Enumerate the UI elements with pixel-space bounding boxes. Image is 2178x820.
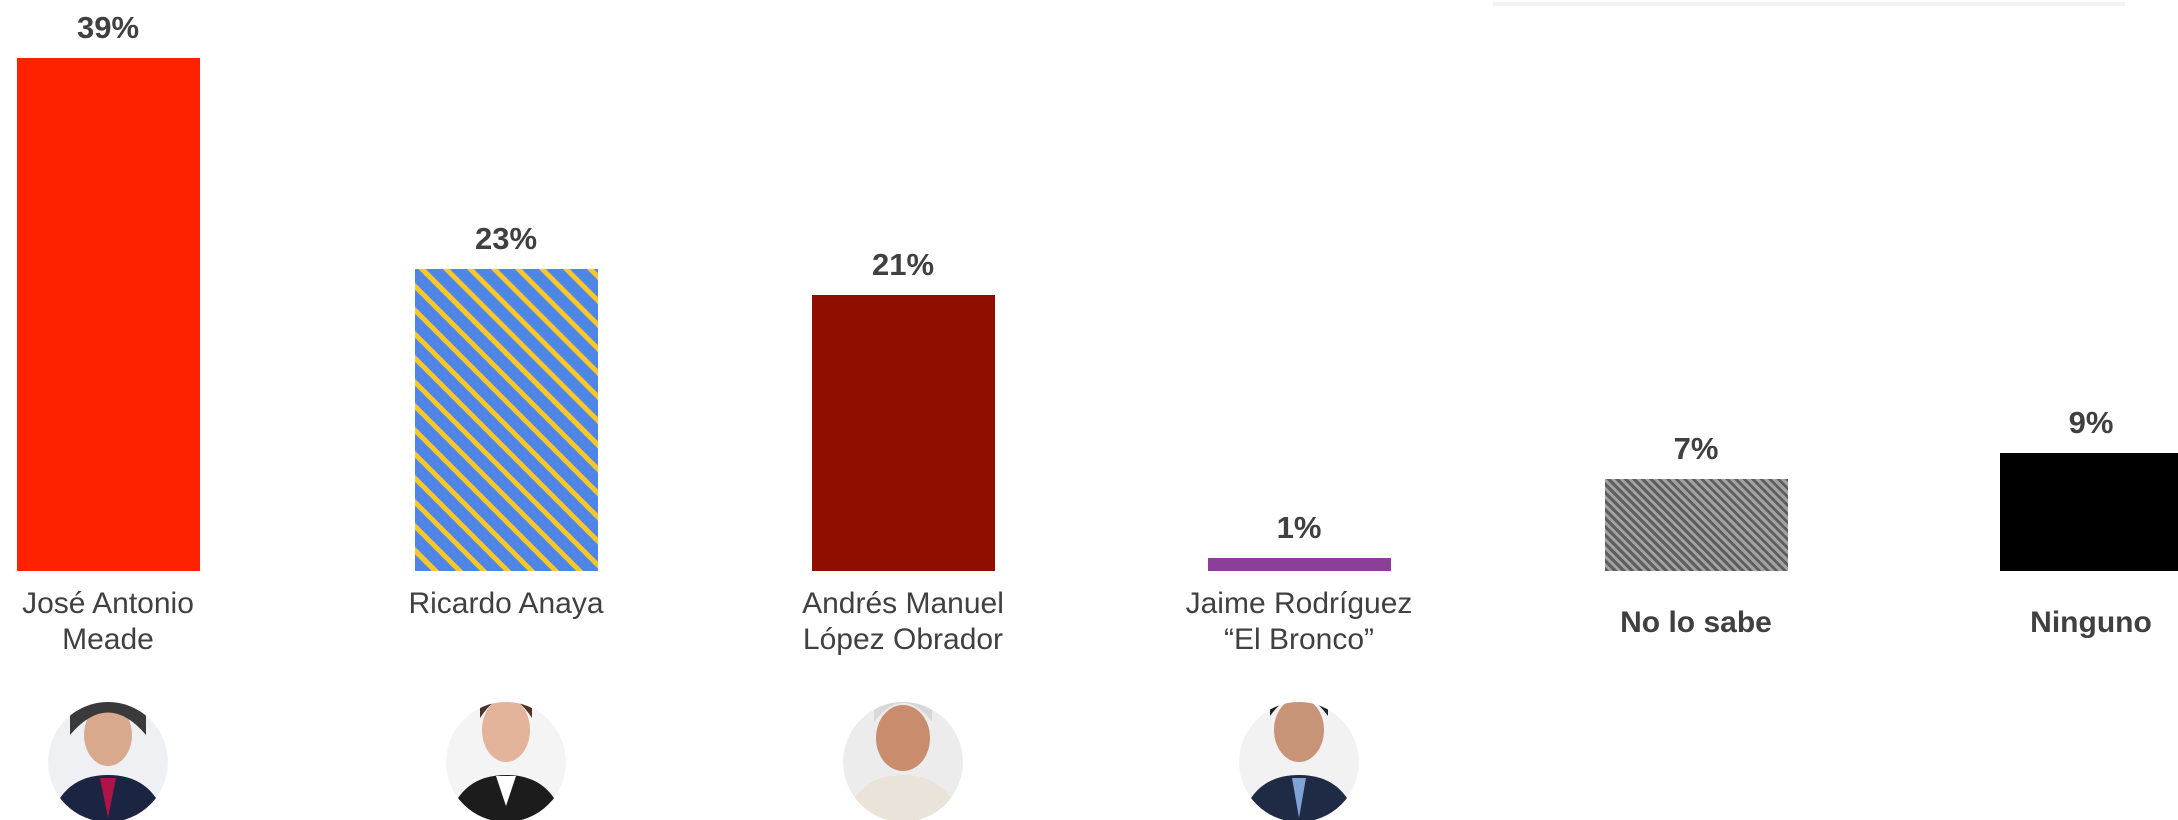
bar: [1208, 558, 1391, 571]
category-label: Ninguno: [1961, 605, 2178, 641]
value-label: 21%: [803, 247, 1003, 283]
candidate-photo: [48, 700, 168, 820]
category-label: Jaime Rodríguez “El Bronco”: [1169, 586, 1429, 658]
bar: [812, 295, 995, 571]
bar: [17, 58, 200, 571]
value-label: 1%: [1199, 510, 1399, 546]
candidate-photo: [843, 696, 963, 820]
chart: 39% José Antonio Meade 23% Ricardo Anaya 21%…: [0, 0, 2178, 820]
category-label: Andrés Manuel López Obrador: [773, 586, 1033, 658]
value-label: 9%: [1991, 405, 2178, 441]
category-label: No lo sabe: [1566, 605, 1826, 641]
value-label: 39%: [8, 10, 208, 46]
value-label: 23%: [406, 221, 606, 257]
bar: [1605, 479, 1788, 571]
candidate-photo: [1239, 688, 1359, 820]
photos: [0, 0, 2178, 820]
bar: [415, 269, 598, 571]
candidate-photo: [446, 693, 566, 820]
category-label: Ricardo Anaya: [376, 586, 636, 622]
bar: [2000, 453, 2178, 571]
category-label: José Antonio Meade: [8, 586, 208, 658]
page: 39% José Antonio Meade 23% Ricardo Anaya 21%…: [0, 0, 2178, 820]
value-label: 7%: [1596, 431, 1796, 467]
